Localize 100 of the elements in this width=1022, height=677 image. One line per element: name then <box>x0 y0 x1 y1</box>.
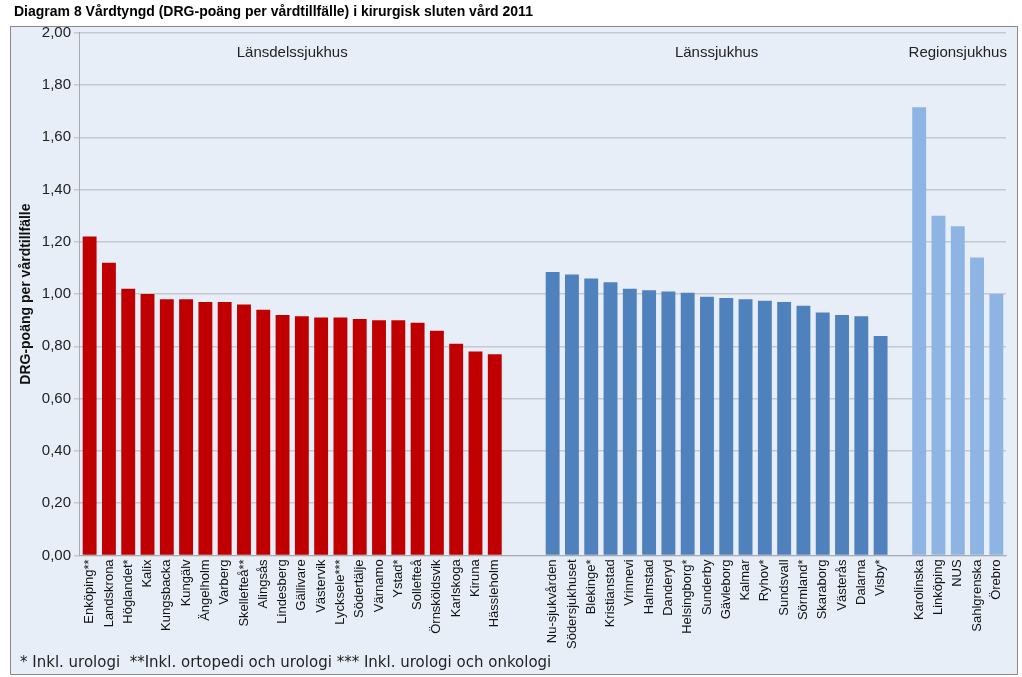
bar <box>82 236 97 555</box>
chart-title: Diagram 8 Vårdtyngd (DRG-poäng per vårdtillfälle) i kirurgisk sluten vård 2011 <box>14 3 534 20</box>
x-tick-label: Skellefteå** <box>235 559 251 627</box>
bar <box>700 296 714 555</box>
x-tick-label: Sundsvall <box>775 559 791 616</box>
y-tick-label: 0,00 <box>41 545 71 563</box>
x-tick-label: Örnsköldsvik <box>428 558 444 634</box>
x-tick-label: Lindesberg <box>274 559 290 624</box>
x-tick-label: Danderyd <box>659 559 675 616</box>
bar <box>140 294 155 555</box>
x-tick-label: Visby* <box>872 559 888 597</box>
x-tick-label: NUS <box>949 559 965 587</box>
bar <box>970 257 985 555</box>
bar <box>719 298 734 555</box>
bar <box>198 301 213 555</box>
x-tick-label: Ryhov* <box>756 559 772 602</box>
x-tick-label: Kungälv <box>177 558 193 607</box>
y-tick-label: 0,20 <box>41 493 71 511</box>
bar <box>372 320 386 555</box>
bar <box>931 215 946 555</box>
bar <box>101 262 116 555</box>
bar <box>757 300 772 555</box>
y-tick-label: 1,80 <box>41 75 71 93</box>
bar <box>391 320 406 555</box>
bar <box>294 316 309 555</box>
x-tick-label: Södersjukhuset <box>563 559 579 650</box>
bar <box>680 292 695 555</box>
x-tick-label: Sunderby <box>698 558 714 616</box>
bar <box>545 271 560 555</box>
x-tick-label: Karolinska <box>910 558 926 621</box>
x-tick-label: Linköping <box>930 559 946 616</box>
bar <box>159 299 174 555</box>
x-tick-label: Helsingborg* <box>679 559 695 634</box>
bar <box>564 274 579 555</box>
x-tick-label: Karlskoga <box>447 558 463 618</box>
bar <box>738 299 753 555</box>
y-tick-label: 1,60 <box>41 127 71 145</box>
bar <box>642 290 657 555</box>
x-tick-label: Västervik <box>312 558 328 613</box>
x-tick-label: Kiruna <box>467 558 483 597</box>
bar <box>121 288 136 555</box>
x-tick-label: Halmstad <box>640 559 656 615</box>
x-tick-label: Örebro <box>987 559 1003 600</box>
annotation: Länsdelssjukhus <box>236 42 348 60</box>
x-tick-label: Sahlgrenska <box>968 558 984 632</box>
bar <box>449 343 464 555</box>
bar <box>468 351 483 555</box>
bar <box>429 330 444 555</box>
x-tick-label: Enköping** <box>81 559 97 624</box>
x-tick-label: Gällivare <box>293 559 309 611</box>
x-tick-label: Dalarna <box>852 558 868 605</box>
bar <box>912 107 927 555</box>
x-tick-label: Höglandet* <box>119 559 135 624</box>
x-tick-label: Ängelholm <box>196 559 212 621</box>
bar <box>815 312 830 555</box>
bar <box>487 354 502 555</box>
bar <box>796 305 811 555</box>
x-tick-label: Västerås <box>833 558 849 611</box>
x-tick-label: Sollefteå <box>409 558 425 610</box>
bar <box>989 294 1004 555</box>
x-tick-label: Södertälje <box>351 559 367 618</box>
bar <box>314 317 329 555</box>
bar <box>217 301 232 555</box>
y-tick-label: 0,40 <box>41 441 71 459</box>
x-tick-label: Vrinnevi <box>621 559 637 606</box>
y-tick-label: 1,00 <box>41 284 71 302</box>
y-tick-label: 0,80 <box>41 336 71 354</box>
y-tick-label: 1,20 <box>41 231 71 249</box>
x-tick-label: Skaraborg <box>814 559 830 620</box>
x-tick-label: Kalmar <box>737 558 753 601</box>
annotation: Regionsjukhus <box>908 42 1007 60</box>
x-tick-label: Kristianstad <box>602 559 618 628</box>
bar <box>275 315 290 555</box>
bar <box>661 291 676 555</box>
bar <box>603 282 618 555</box>
y-tick-label: 0,60 <box>41 388 71 406</box>
text: * Inkl. urologi **Inkl. ortopedi och urologi *** Inkl. urologi och onkologi <box>20 652 552 671</box>
x-tick-label: Gävleborg <box>717 559 733 620</box>
x-tick-label: Nu-sjukvården <box>544 559 560 644</box>
bar <box>622 288 637 555</box>
bar <box>237 304 251 555</box>
x-tick-label: Hässleholm <box>486 559 502 628</box>
x-tick-label: Lycksele*** <box>332 559 348 625</box>
x-tick-label: Sörmland* <box>795 559 811 621</box>
bar <box>854 316 869 555</box>
bar <box>584 278 599 555</box>
x-tick-label: Värnamo <box>370 559 386 613</box>
y-axis-title: DRG-poäng per vårdtillfälle <box>17 203 34 385</box>
x-tick-label: Landskrona <box>100 558 116 628</box>
bar <box>256 309 271 555</box>
bar <box>410 322 425 555</box>
bar <box>835 315 849 555</box>
x-tick-label: Kalix <box>139 558 155 588</box>
x-tick-label: Ystad* <box>389 559 405 598</box>
y-tick-label: 1,40 <box>41 179 71 197</box>
x-tick-label: Kungsbacka <box>158 558 174 631</box>
y-tick-label: 2,00 <box>41 22 71 40</box>
x-tick-label: Blekinge* <box>582 559 598 615</box>
bar <box>352 318 367 555</box>
bar <box>179 299 194 555</box>
